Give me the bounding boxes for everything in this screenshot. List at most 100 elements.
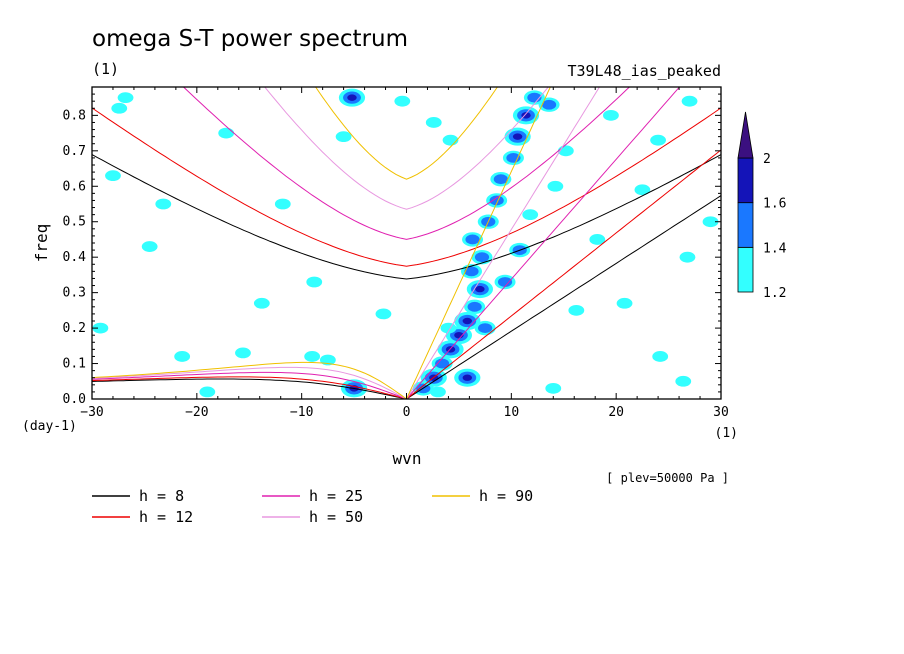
power-contour-blob <box>105 170 121 182</box>
power-contour-blob <box>375 308 392 320</box>
legend-label: h = 90 <box>479 487 533 505</box>
y-tick-label: 0.1 <box>63 357 86 372</box>
power-contour-blob <box>589 234 606 245</box>
x-unit-label: (1) <box>715 426 738 441</box>
legend-label: h = 25 <box>309 487 363 505</box>
legend-label: h = 8 <box>139 487 184 505</box>
colorbar-label: 1.2 <box>763 286 786 301</box>
rossby-curve-h8 <box>92 378 407 399</box>
power-contour-blob <box>425 117 442 128</box>
rossby-curve-h50 <box>92 366 407 399</box>
ig-curve-h50 <box>264 87 549 210</box>
power-contour-blob <box>679 251 696 263</box>
power-contour-blob <box>304 351 321 362</box>
power-contour-blob <box>111 102 128 114</box>
chart-title: omega S-T power spectrum <box>92 26 408 52</box>
y-tick-label: 0.3 <box>63 286 86 301</box>
colorbar-label: 1.4 <box>763 241 787 256</box>
y-axis-label: freq <box>32 224 51 263</box>
colorbar-segment <box>737 246 754 293</box>
colorbar-segment <box>737 202 754 248</box>
power-contour-blob <box>465 234 480 245</box>
kelvin-curve-h12 <box>406 149 721 399</box>
power-contour-blob <box>489 195 504 206</box>
x-tick-label: 10 <box>504 405 520 420</box>
y-unit-label: (day-1) <box>22 419 77 434</box>
y-tick-label: 0.6 <box>63 179 86 194</box>
colorbar-label: 1.6 <box>763 197 786 212</box>
power-contour-blob <box>475 285 485 293</box>
x-tick-label: 0 <box>403 405 411 420</box>
power-contour-blob <box>394 95 411 107</box>
power-contour-blob <box>616 297 633 309</box>
chart-subtitle-right: T39L48_ias_peaked <box>567 62 721 80</box>
power-contour-blob <box>462 374 473 381</box>
power-contour-blob <box>155 198 172 210</box>
power-contour-blob <box>199 386 216 398</box>
legend: h = 8 h = 12 h = 25 h = 50 h = 90 <box>92 487 533 526</box>
ig-curve-h12 <box>92 107 721 267</box>
power-contour-blob <box>218 127 235 139</box>
power-contour-blob <box>141 241 158 252</box>
y-tick-label: 0.7 <box>63 144 86 159</box>
axis-ticks: −30 −20 −10 0 10 20 30 0.0 0.1 0.2 0.3 0.4 0.5 0.6 0.7… <box>63 87 729 420</box>
power-contour-blob <box>702 216 719 228</box>
power-contour-blob <box>335 131 352 143</box>
power-contour-blob <box>675 375 692 387</box>
y-tick-label: 0.2 <box>63 321 86 336</box>
y-tick-label: 0.5 <box>63 215 86 230</box>
power-contour-blob <box>467 301 482 312</box>
ig-curve-h8 <box>92 154 721 280</box>
power-contour-blob <box>497 277 513 287</box>
plev-annotation: [ plev=50000 Pa ] <box>606 471 729 485</box>
y-tick-label: 0.8 <box>63 108 86 123</box>
ig-curve-h25 <box>182 87 631 240</box>
power-contour-blob <box>474 252 490 263</box>
power-contour-blob <box>634 184 651 196</box>
colorbar-label: 2 <box>763 152 771 167</box>
power-contour-blob <box>92 322 109 334</box>
colorbar-segment <box>737 157 754 204</box>
power-contour-blob <box>253 297 270 309</box>
x-axis-label: wvn <box>393 449 422 468</box>
legend-label: h = 12 <box>139 508 193 526</box>
power-contour-blob <box>174 351 191 362</box>
x-tick-label: −10 <box>290 405 313 420</box>
colorbar: 1.2 1.4 1.6 2 <box>737 111 787 301</box>
power-contour-blob <box>478 323 493 333</box>
power-contour-blob <box>506 153 521 163</box>
power-contour-blob <box>306 276 323 288</box>
power-contour-blob <box>681 95 698 107</box>
kelvin-curve-h90 <box>406 87 551 399</box>
legend-label: h = 50 <box>309 508 363 526</box>
kelvin-curve-h50 <box>406 87 601 399</box>
power-contour-blob <box>493 174 508 185</box>
power-contour-blob <box>442 134 459 146</box>
kelvin-curve-h25 <box>406 87 681 399</box>
power-contour-blob <box>522 209 539 221</box>
power-contour-blob <box>652 351 669 362</box>
power-contour-blob <box>347 94 357 101</box>
power-contour-blob <box>547 180 564 192</box>
x-tick-label: 20 <box>608 405 624 420</box>
ig-curve-h90 <box>315 87 498 180</box>
chart-subtitle-left: (1) <box>92 60 119 78</box>
rossby-curve-h12 <box>92 376 407 399</box>
power-contour-blob <box>274 198 291 210</box>
dispersion-curves <box>92 87 721 399</box>
power-contour-blob <box>512 133 523 140</box>
power-contour-blob <box>541 99 557 110</box>
power-contours <box>92 88 719 398</box>
rossby-curve-h25 <box>92 371 407 399</box>
x-tick-label: −20 <box>185 405 208 420</box>
x-tick-label: 30 <box>713 405 729 420</box>
power-contour-blob <box>462 317 473 325</box>
power-contour-blob <box>568 304 585 316</box>
colorbar-extend-arrow <box>737 111 754 159</box>
power-contour-blob <box>117 92 134 104</box>
rossby-curve-h90 <box>92 361 407 399</box>
x-tick-label: −30 <box>80 405 103 420</box>
power-contour-blob <box>430 386 446 398</box>
y-tick-label: 0.0 <box>63 392 86 407</box>
